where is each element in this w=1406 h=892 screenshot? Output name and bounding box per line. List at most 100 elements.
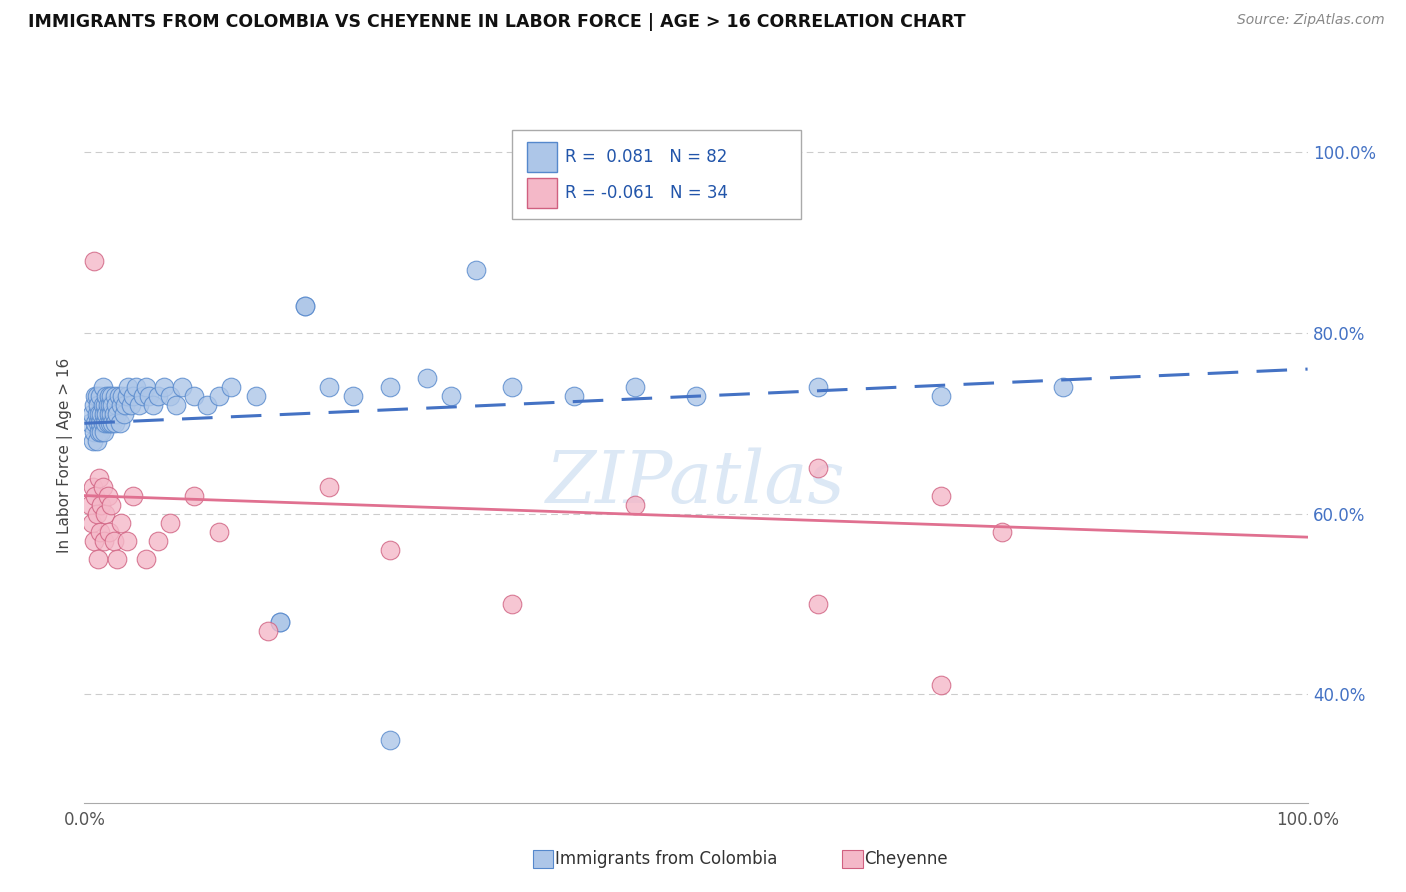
Text: IMMIGRANTS FROM COLOMBIA VS CHEYENNE IN LABOR FORCE | AGE > 16 CORRELATION CHART: IMMIGRANTS FROM COLOMBIA VS CHEYENNE IN … xyxy=(28,13,966,31)
Point xyxy=(89,417,111,431)
Point xyxy=(172,380,194,394)
Point xyxy=(108,417,131,431)
Point xyxy=(82,479,104,493)
Point xyxy=(294,299,316,313)
Point xyxy=(807,461,830,475)
Point xyxy=(86,389,108,403)
Point xyxy=(86,407,108,421)
Point xyxy=(380,542,402,557)
Point xyxy=(104,389,127,403)
Point xyxy=(89,389,111,403)
Point xyxy=(685,389,707,403)
Point xyxy=(83,425,105,440)
Point xyxy=(83,398,105,412)
Point xyxy=(318,380,340,394)
Point xyxy=(128,398,150,412)
Point xyxy=(115,533,138,548)
Point xyxy=(208,524,231,539)
Point xyxy=(114,398,136,412)
Point xyxy=(159,516,181,530)
Point xyxy=(91,417,114,431)
Point xyxy=(245,389,267,403)
Point xyxy=(125,380,148,394)
Point xyxy=(416,371,439,385)
Point xyxy=(464,262,486,277)
Point xyxy=(929,389,952,403)
Point xyxy=(87,407,110,421)
Point xyxy=(110,516,132,530)
Point xyxy=(219,380,242,394)
Y-axis label: In Labor Force | Age > 16: In Labor Force | Age > 16 xyxy=(58,358,73,552)
Point xyxy=(90,498,112,512)
Point xyxy=(138,389,160,403)
Point xyxy=(87,425,110,440)
Point xyxy=(122,389,145,403)
Point xyxy=(103,407,125,421)
Point xyxy=(83,533,105,548)
Point xyxy=(86,434,108,449)
Point xyxy=(93,407,115,421)
Text: R = -0.061   N = 34: R = -0.061 N = 34 xyxy=(565,184,728,202)
Point xyxy=(97,524,120,539)
Point xyxy=(100,498,122,512)
Point xyxy=(91,398,114,412)
Point xyxy=(97,489,120,503)
Point xyxy=(98,398,121,412)
Point xyxy=(110,398,132,412)
Point xyxy=(929,678,952,692)
Point xyxy=(80,407,103,421)
Point xyxy=(115,389,138,403)
Point xyxy=(208,389,231,403)
Point xyxy=(101,398,124,412)
Text: ZIPatlas: ZIPatlas xyxy=(546,448,846,518)
Point xyxy=(120,398,142,412)
Point xyxy=(100,389,122,403)
Point xyxy=(87,398,110,412)
Point xyxy=(135,551,157,566)
Point xyxy=(84,417,107,431)
Point xyxy=(105,407,128,421)
Point xyxy=(101,417,124,431)
Point xyxy=(90,407,112,421)
Point xyxy=(380,380,402,394)
Text: Cheyenne: Cheyenne xyxy=(863,850,948,868)
Point xyxy=(79,417,101,431)
Point xyxy=(624,498,647,512)
Point xyxy=(80,516,103,530)
Point xyxy=(90,425,112,440)
Point xyxy=(807,597,830,611)
Text: Immigrants from Colombia: Immigrants from Colombia xyxy=(554,850,778,868)
Point xyxy=(98,417,121,431)
Point xyxy=(105,551,128,566)
Point xyxy=(165,398,187,412)
Point xyxy=(929,489,952,503)
Point xyxy=(97,398,120,412)
Point xyxy=(380,732,402,747)
Point xyxy=(97,407,120,421)
Point xyxy=(440,389,463,403)
Point xyxy=(112,407,135,421)
Point xyxy=(89,524,111,539)
Point xyxy=(562,389,585,403)
Text: Source: ZipAtlas.com: Source: ZipAtlas.com xyxy=(1237,13,1385,28)
Point xyxy=(87,417,110,431)
Point xyxy=(159,389,181,403)
Point xyxy=(107,389,129,403)
Point xyxy=(100,407,122,421)
Point xyxy=(86,507,108,521)
Point xyxy=(94,398,117,412)
Point xyxy=(83,253,105,268)
Point xyxy=(79,498,101,512)
Point xyxy=(103,533,125,548)
Point xyxy=(146,533,169,548)
Point xyxy=(105,398,128,412)
Point xyxy=(132,389,155,403)
Text: R =  0.081   N = 82: R = 0.081 N = 82 xyxy=(565,148,727,166)
Point xyxy=(135,380,157,394)
Point xyxy=(269,615,291,629)
Point xyxy=(94,507,117,521)
Point xyxy=(142,398,165,412)
Point xyxy=(502,597,524,611)
Point xyxy=(91,380,114,394)
Point xyxy=(269,615,291,629)
